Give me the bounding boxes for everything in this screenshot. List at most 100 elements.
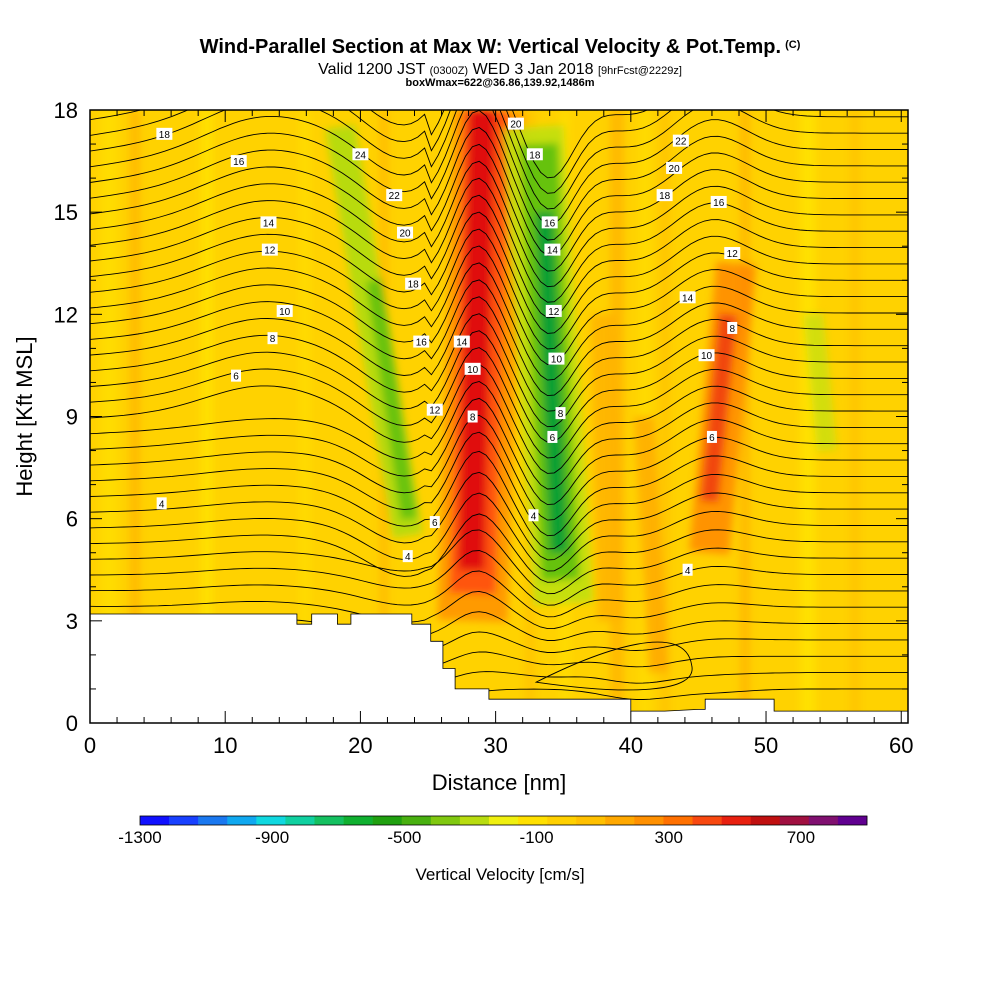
colorbar-swatch	[343, 816, 373, 825]
isentrope-line	[90, 110, 908, 210]
colorbar-swatch	[488, 816, 519, 825]
field-band	[740, 110, 750, 723]
isentrope-label: 4	[685, 566, 691, 577]
isentrope-label-box	[666, 161, 683, 174]
x-tick-label: 0	[84, 733, 96, 758]
field-band	[130, 110, 140, 723]
colorbar-tick-label: 300	[655, 828, 683, 847]
isentrope-label: 4	[531, 511, 537, 522]
isentrope-label-box	[453, 335, 470, 348]
isentrope-label-box	[724, 247, 741, 260]
isentrope-line	[90, 110, 908, 225]
colorbar-swatch	[227, 816, 257, 825]
isentrope-label: 18	[659, 191, 671, 202]
isentrope-label-box	[698, 349, 715, 362]
x-tick-label: 30	[483, 733, 507, 758]
y-tick-label: 3	[66, 609, 78, 634]
isentrope-label-box	[260, 216, 277, 229]
isentrope-label: 8	[558, 409, 564, 420]
axes: 0 10 20 30 40 50 60 0 3 6 9 12 15 18 Distance [nm] Heig…	[12, 98, 913, 795]
isentrope-label: 10	[551, 355, 563, 366]
terrain	[89, 613, 909, 724]
y-tick-label: 6	[66, 507, 78, 532]
colorbar-swatch	[837, 816, 868, 825]
isentrope-label-box	[706, 430, 717, 443]
isentrope-label-box	[402, 550, 413, 563]
isentrope-label: 6	[432, 518, 438, 529]
colorbar-swatch	[634, 816, 664, 825]
isentrope-line	[90, 414, 908, 521]
right-downdraft	[803, 313, 837, 452]
field-band	[660, 110, 670, 723]
isentrope-label-box	[548, 352, 565, 365]
colorbar-swatch	[372, 816, 403, 825]
isentrope-label: 10	[279, 307, 291, 318]
colorbar-tick-label: -900	[255, 828, 289, 847]
isentrope-label-box	[231, 369, 242, 382]
isentrope-line	[90, 364, 908, 474]
isentrope-label-box	[397, 226, 414, 239]
isentrope-label: 6	[233, 372, 239, 383]
isentrope-label-box	[547, 430, 558, 443]
isentrope-line	[90, 296, 908, 412]
isentrope-label: 12	[727, 249, 739, 260]
isentrope-label-box	[656, 189, 673, 202]
isentrope-label-box	[541, 216, 558, 229]
isentrope-line	[90, 347, 908, 459]
isentrope-label: 18	[159, 130, 171, 141]
x-tick-label: 10	[213, 733, 237, 758]
colorbar-swatch	[692, 816, 722, 825]
colorbar-swatch	[605, 816, 635, 825]
isentrope-label: 4	[159, 499, 165, 510]
isentrope-label-box	[261, 243, 278, 256]
isentrope-label: 14	[547, 246, 559, 257]
colorbar-swatch	[285, 816, 315, 825]
isentrope-label-box	[545, 304, 562, 317]
isentrope-line	[90, 397, 908, 506]
isentrope-label: 18	[408, 280, 420, 291]
isentrope-label-box	[464, 362, 481, 375]
colorbar-swatch	[140, 816, 170, 825]
isentrope-label: 20	[510, 120, 522, 131]
isentrope-label: 16	[713, 198, 725, 209]
x-tick-label: 40	[619, 733, 643, 758]
isentrope-line	[90, 513, 908, 583]
isentrope-line	[90, 211, 908, 334]
isentrope-label-box	[526, 148, 543, 161]
copyright-mark: (C)	[785, 39, 801, 51]
isentrope-label: 20	[669, 164, 681, 175]
isentrope-label-box	[727, 321, 738, 334]
colorbar-swatch	[401, 816, 432, 825]
colorbar-swatch	[779, 816, 810, 825]
isentrope-label-box	[672, 134, 689, 147]
colorbar: -1300 -900 -500 -100 300 700 Vertical Velocity…	[118, 815, 868, 884]
field-band	[200, 110, 214, 723]
isentrope-label: 16	[544, 218, 556, 229]
isentrope-label-box	[679, 291, 696, 304]
isentrope-label-box	[413, 335, 430, 348]
y-tick-label: 9	[66, 405, 78, 430]
isentrope-label-box	[156, 127, 173, 140]
y-tick-label: 15	[54, 200, 78, 225]
right-updraft-core	[700, 313, 738, 503]
isentrope-label: 8	[729, 324, 735, 335]
isentrope-line	[90, 279, 908, 397]
mid-orange	[590, 314, 624, 622]
colorbar-tick-label: -1300	[118, 828, 161, 847]
isentrope-label-box	[507, 117, 524, 130]
isentrope-line	[90, 126, 908, 257]
x-tick-label: 20	[348, 733, 372, 758]
isentrope-label-box	[386, 189, 403, 202]
isentrope-line	[90, 110, 908, 241]
isentrope-label: 22	[675, 137, 687, 148]
isentrope-labels: 4 4 4 4 6 6 6 6 8 8 8 8 10 10 10 10 12 12 12 12 14 14 14 14 16 16…	[156, 117, 741, 577]
isentrope-line	[90, 177, 908, 303]
colorbar-frame	[139, 815, 868, 826]
isentrope-label-box	[682, 563, 693, 576]
isentrope-line	[90, 194, 908, 319]
colorbar-swatch	[547, 816, 577, 825]
isentrope-line	[90, 450, 908, 550]
isentrope-label: 12	[548, 307, 560, 318]
isentrope-label-box	[528, 509, 539, 522]
